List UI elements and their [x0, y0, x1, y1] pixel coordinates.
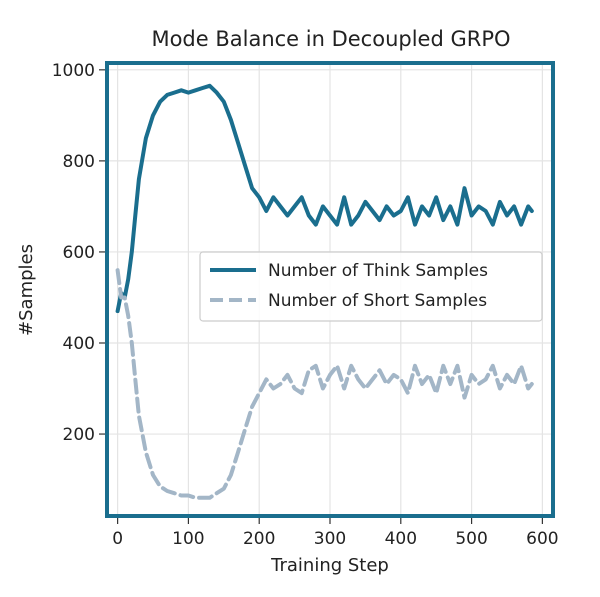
chart-title: Mode Balance in Decoupled GRPO	[151, 27, 510, 51]
y-tick-label: 1000	[52, 61, 95, 81]
y-tick-label: 400	[63, 334, 95, 354]
y-tick-label: 600	[63, 243, 95, 263]
legend-label-think: Number of Think Samples	[268, 261, 488, 281]
legend-label-short: Number of Short Samples	[268, 291, 487, 311]
axis-ticks: 0 100 200 300 400 500 600 200 400 600 800 1000	[52, 61, 559, 549]
series-lines	[115, 83, 534, 500]
y-tick-label: 200	[63, 425, 95, 445]
x-tick-label: 200	[243, 529, 275, 549]
x-tick-label: 500	[455, 529, 487, 549]
legend-box	[199, 251, 543, 322]
y-axis-label: #Samples	[16, 244, 37, 336]
legend: Number of Think Samples Number of Short …	[199, 251, 543, 322]
series-line-short-samples	[115, 268, 534, 500]
x-tick-label: 0	[112, 529, 123, 549]
series-line-think-samples	[115, 83, 534, 314]
x-tick-label: 400	[385, 529, 417, 549]
x-axis-label: Training Step	[270, 555, 389, 576]
y-tick-label: 800	[63, 152, 95, 172]
plot-frame	[105, 61, 555, 518]
x-tick-label: 300	[314, 529, 346, 549]
x-tick-label: 600	[526, 529, 558, 549]
x-tick-label: 100	[172, 529, 204, 549]
